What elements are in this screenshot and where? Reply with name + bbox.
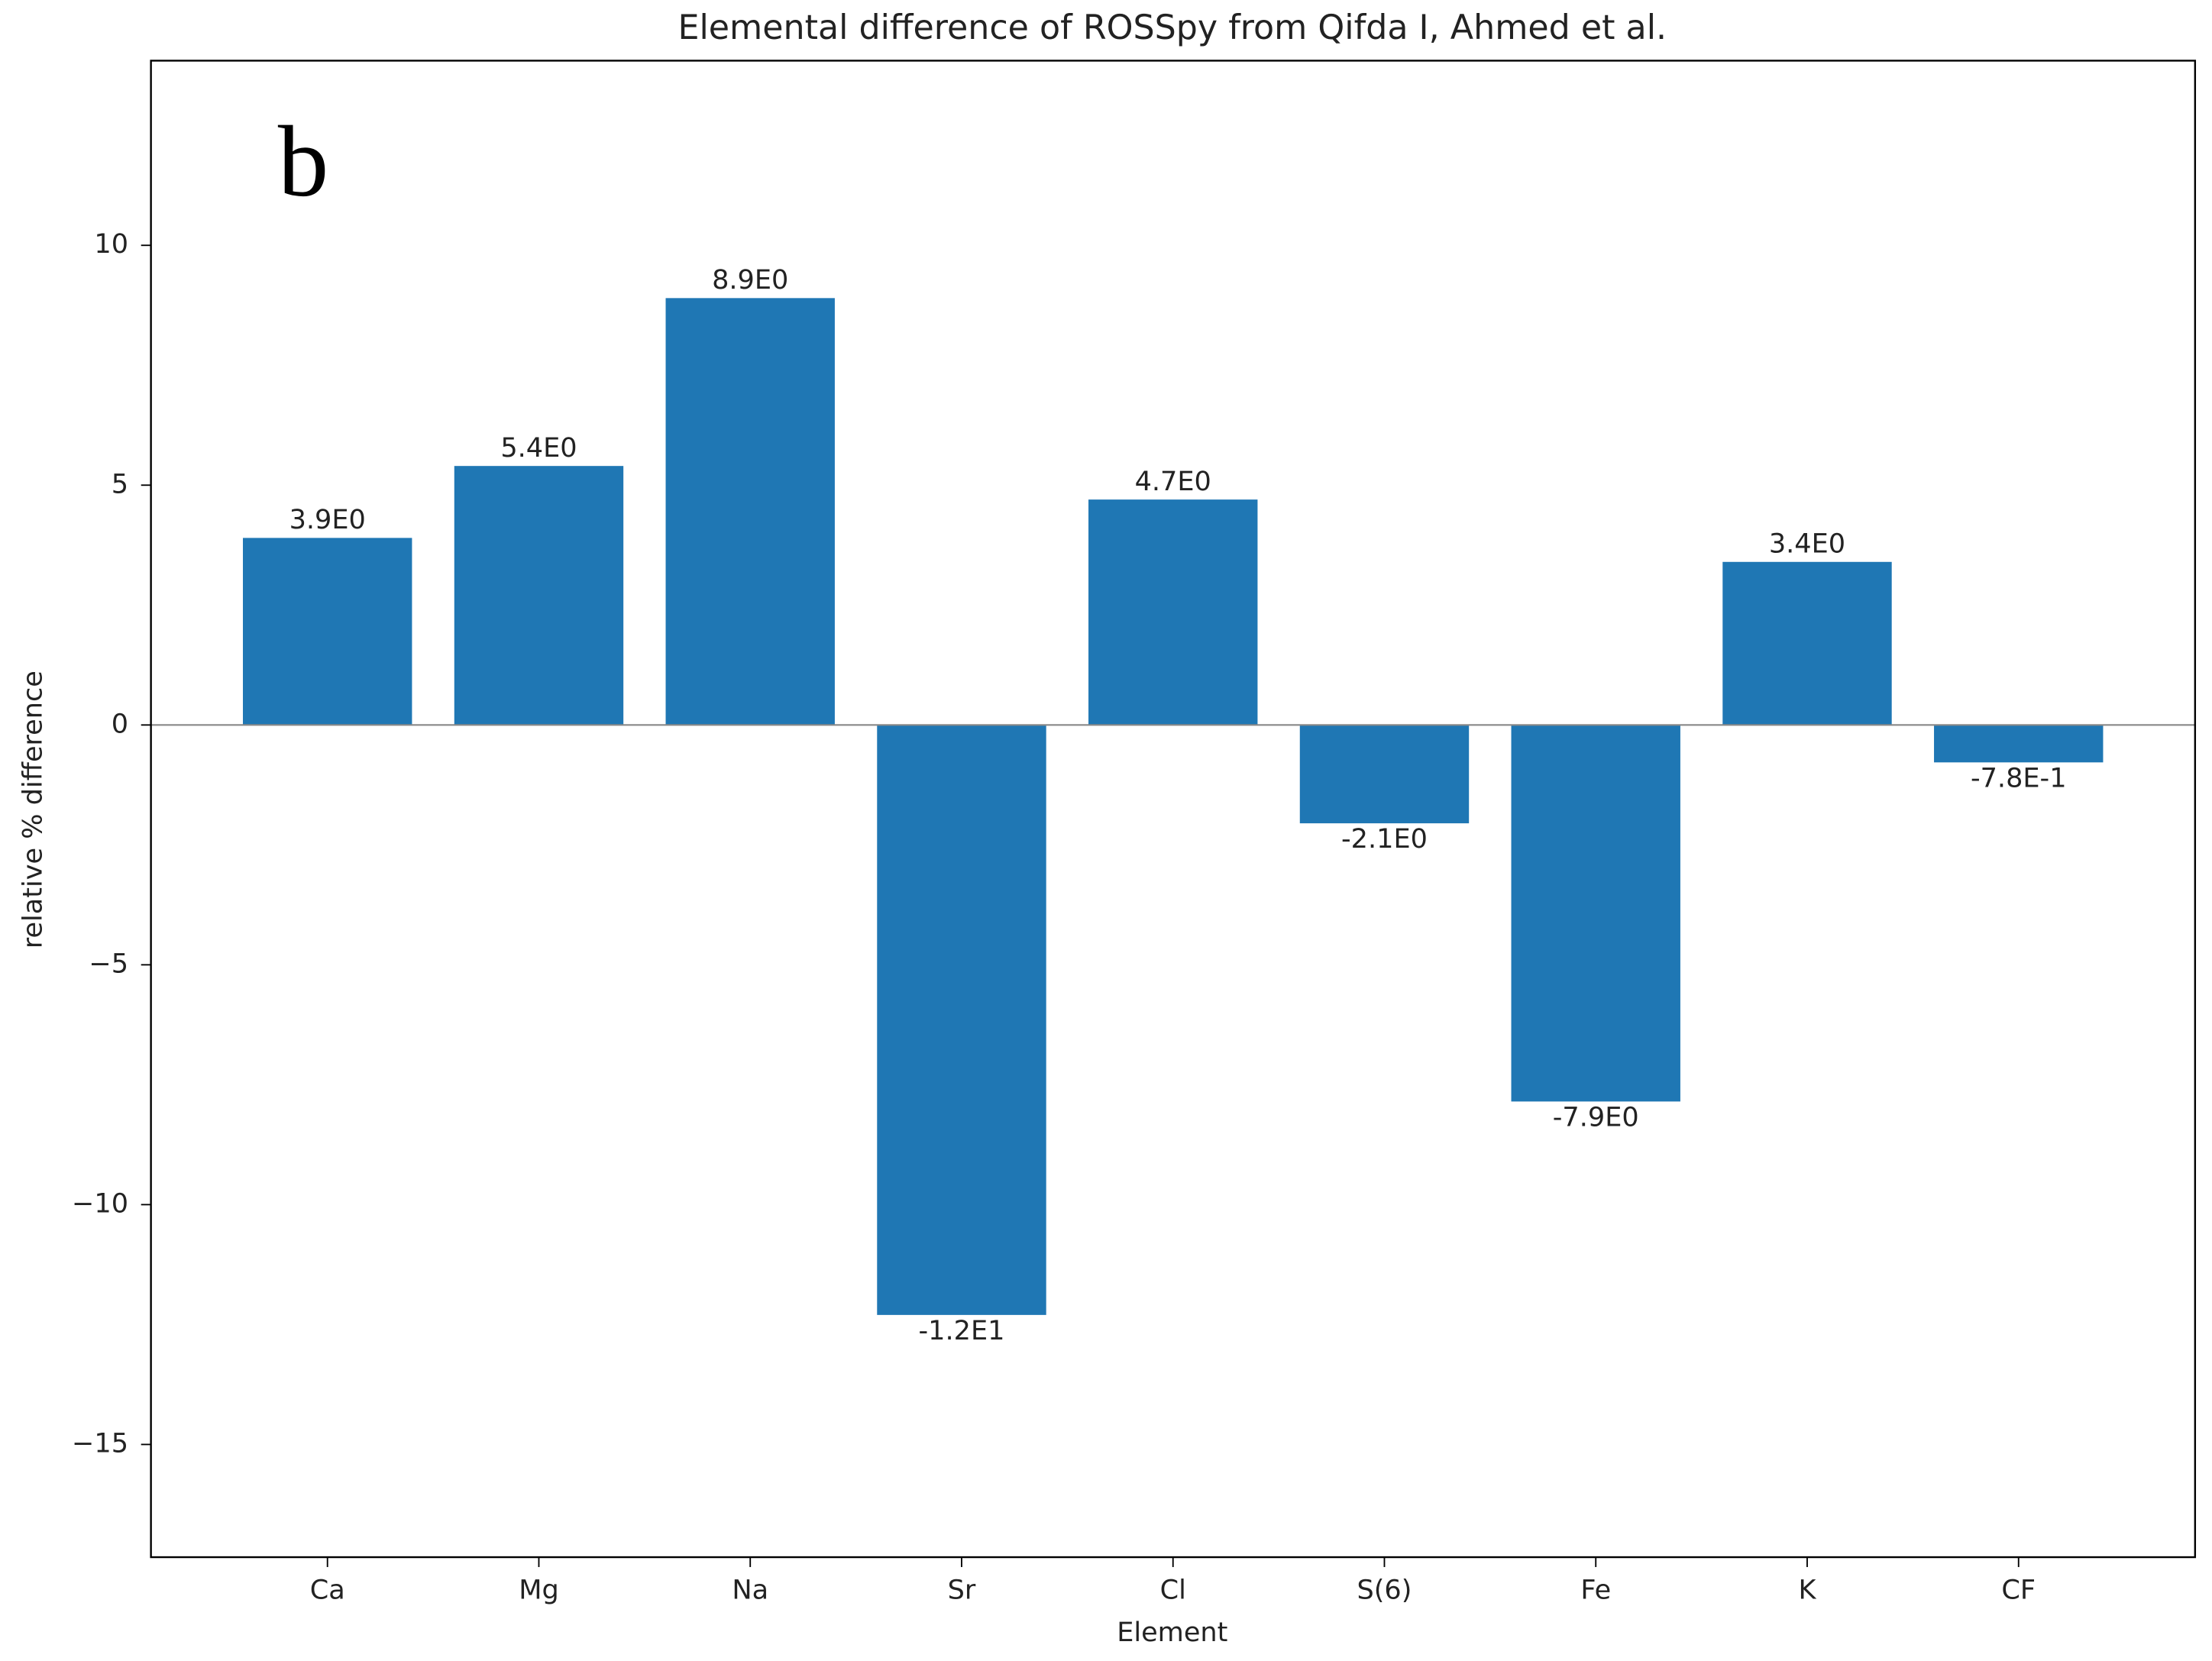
x-tick-label: Ca bbox=[310, 1574, 345, 1605]
plot-frame bbox=[150, 60, 2197, 1559]
x-tick-label: K bbox=[1798, 1574, 1816, 1605]
bar bbox=[454, 466, 624, 725]
bar bbox=[243, 538, 412, 725]
y-tick-label: −15 bbox=[72, 1427, 128, 1459]
x-tick-label: Na bbox=[732, 1574, 768, 1605]
x-tick-label: CF bbox=[2001, 1574, 2036, 1605]
bar bbox=[1511, 725, 1680, 1102]
y-tick-label: −10 bbox=[72, 1188, 128, 1219]
value-label: 4.7E0 bbox=[1135, 466, 1211, 497]
value-label: -1.2E1 bbox=[919, 1315, 1005, 1346]
y-tick-label: −5 bbox=[89, 948, 128, 979]
chart-title: Elemental difference of ROSSpy from Qifd… bbox=[678, 8, 1667, 47]
value-label: 5.4E0 bbox=[500, 432, 577, 464]
value-label: 3.4E0 bbox=[1769, 528, 1845, 560]
bar bbox=[1088, 499, 1258, 725]
value-label: -7.8E-1 bbox=[1971, 762, 2067, 793]
x-tick-label: Sr bbox=[948, 1574, 976, 1605]
y-tick-label: 10 bbox=[94, 228, 128, 260]
annotation: b bbox=[278, 105, 328, 218]
value-label: 3.9E0 bbox=[289, 504, 366, 535]
bar bbox=[877, 725, 1046, 1315]
x-tick-label: Mg bbox=[519, 1574, 559, 1605]
x-tick-label: Fe bbox=[1580, 1574, 1611, 1605]
bar bbox=[665, 298, 835, 725]
x-tick-label: S(6) bbox=[1357, 1574, 1412, 1605]
x-axis-label: Element bbox=[1117, 1617, 1227, 1648]
value-label: 8.9E0 bbox=[712, 264, 788, 296]
bar bbox=[1722, 561, 1892, 725]
bar bbox=[1934, 725, 2104, 763]
value-label: -2.1E0 bbox=[1341, 823, 1428, 855]
y-tick-label: 0 bbox=[112, 708, 128, 739]
y-tick-label: 5 bbox=[112, 468, 128, 499]
bar bbox=[1299, 725, 1470, 824]
x-tick-label: Cl bbox=[1160, 1574, 1186, 1605]
value-label: -7.9E0 bbox=[1553, 1102, 1639, 1133]
y-axis-label: relative % difference bbox=[17, 671, 48, 948]
